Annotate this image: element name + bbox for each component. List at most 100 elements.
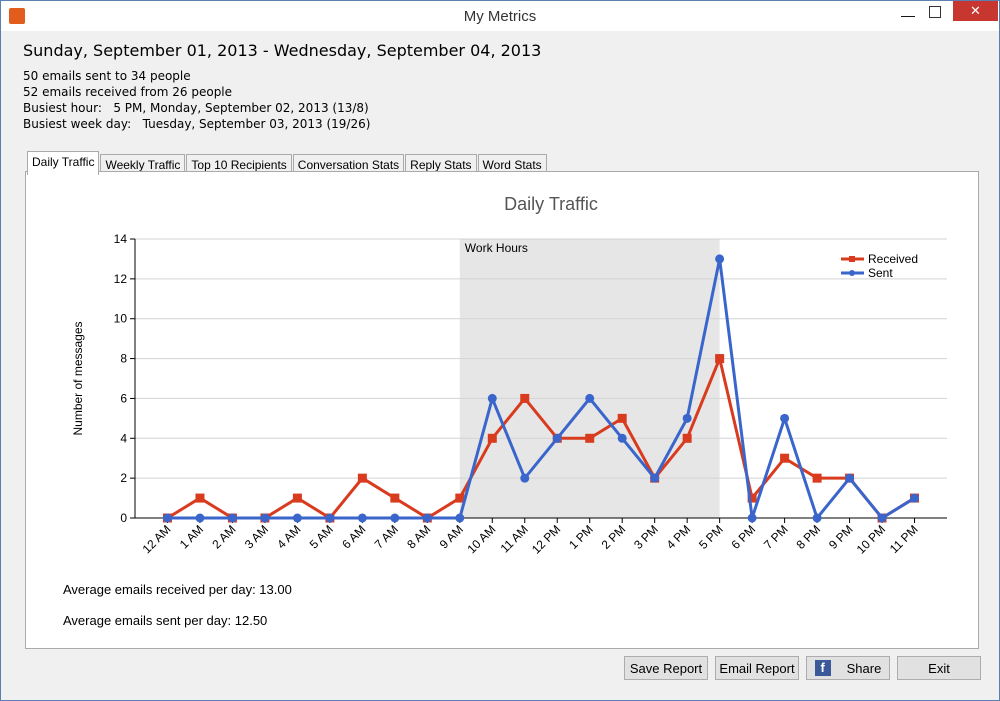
- work-hours-band: [459, 239, 720, 518]
- series-line: [166, 353, 916, 520]
- tab-strip: Daily Traffic Weekly Traffic Top 10 Recipi…: [27, 151, 548, 175]
- tab[interactable]: Weekly Traffic: [100, 154, 186, 175]
- exit-button[interactable]: Exit: [897, 656, 981, 680]
- x-tick-label: 9 AM: [437, 522, 466, 551]
- x-tick-label: 6 PM: [729, 522, 759, 552]
- point: [325, 513, 335, 523]
- stat-line: Busiest week day: Tuesday, September 03,…: [23, 117, 371, 131]
- y-tick-label: 2: [120, 471, 127, 485]
- email-report-button[interactable]: Email Report: [715, 656, 799, 680]
- point: [780, 453, 790, 463]
- point: [617, 413, 627, 423]
- x-tick-label: 1 PM: [566, 522, 596, 552]
- x-tick-label: 2 PM: [599, 522, 629, 552]
- x-tick-label: 9 PM: [826, 522, 856, 552]
- x-tick-label: 11 AM: [498, 522, 531, 555]
- x-tick-label: 1 AM: [177, 522, 206, 551]
- point: [292, 513, 302, 523]
- share-label: Share: [846, 660, 882, 676]
- app-icon: [9, 8, 25, 24]
- point: [520, 393, 530, 403]
- point: [195, 513, 205, 523]
- point: [552, 433, 562, 443]
- chart-title: Daily Traffic: [504, 194, 598, 214]
- point: [682, 413, 692, 423]
- point: [422, 513, 432, 523]
- y-tick-label: 10: [114, 312, 128, 326]
- tab[interactable]: Conversation Stats: [292, 154, 405, 175]
- tab[interactable]: Reply Stats: [405, 154, 477, 175]
- stat-line: 52 emails received from 26 people: [23, 85, 233, 99]
- point: [195, 493, 205, 503]
- title-bar: My Metrics — ✕: [1, 1, 999, 31]
- point: [390, 513, 400, 523]
- x-tick-label: 4 AM: [274, 522, 303, 551]
- facebook-icon: f: [814, 660, 831, 676]
- point: [650, 473, 660, 483]
- x-tick-label: 10 AM: [464, 522, 498, 556]
- series-line: [167, 258, 916, 522]
- point: [715, 354, 725, 364]
- x-tick-label: 4 PM: [664, 522, 694, 552]
- x-tick-label: 5 PM: [696, 522, 726, 552]
- chart: Daily Traffic Number of messages Work Hour…: [71, 194, 947, 557]
- point: [877, 513, 887, 523]
- x-tick-label: 7 AM: [372, 522, 401, 551]
- y-axis-label: Number of messages: [71, 321, 85, 435]
- save-report-button[interactable]: Save Report: [624, 656, 708, 680]
- y-tick-label: 6: [120, 391, 127, 405]
- tab[interactable]: Top 10 Recipients: [186, 154, 292, 175]
- point: [747, 513, 757, 523]
- x-tick-label: 3 AM: [242, 522, 271, 551]
- point: [292, 493, 302, 503]
- point: [715, 254, 725, 264]
- x-tick-label: 7 PM: [761, 522, 791, 552]
- legend-marker: [849, 256, 855, 262]
- x-tick-label: 10 PM: [854, 522, 888, 556]
- legend-label: Sent: [868, 266, 893, 280]
- x-tick-label: 3 PM: [631, 522, 661, 552]
- x-tick-label: 2 AM: [209, 522, 238, 551]
- legend-label: Received: [868, 252, 918, 266]
- close-button[interactable]: ✕: [953, 1, 998, 21]
- point: [487, 393, 497, 403]
- y-tick-label: 14: [114, 232, 128, 246]
- point: [617, 433, 627, 443]
- minimize-button[interactable]: —: [901, 7, 915, 23]
- tab[interactable]: Daily Traffic: [27, 151, 100, 175]
- x-tick-label: 11 PM: [887, 522, 921, 556]
- point: [487, 433, 497, 443]
- avg-received: Average emails received per day: 13.00: [63, 582, 292, 597]
- point: [260, 513, 270, 523]
- point: [585, 393, 595, 403]
- point: [682, 433, 692, 443]
- band-label: Work Hours: [465, 241, 528, 255]
- share-button[interactable]: f Share: [806, 656, 890, 680]
- x-tick-label: 6 AM: [339, 522, 368, 551]
- y-tick-label: 4: [120, 431, 127, 445]
- point: [845, 473, 855, 483]
- window-title: My Metrics: [463, 8, 537, 25]
- x-tick-label: 8 PM: [793, 522, 823, 552]
- point: [780, 413, 790, 423]
- x-tick-label: 8 AM: [404, 522, 433, 551]
- x-tick-label: 12 PM: [529, 522, 563, 556]
- point: [812, 513, 822, 523]
- point: [162, 513, 172, 523]
- point: [357, 513, 367, 523]
- point: [520, 473, 530, 483]
- point: [357, 473, 367, 483]
- point: [390, 493, 400, 503]
- point: [585, 433, 595, 443]
- point: [227, 513, 237, 523]
- x-tick-label: 5 AM: [307, 522, 336, 551]
- stat-line: Busiest hour: 5 PM, Monday, September 02…: [23, 101, 369, 115]
- stat-line: 50 emails sent to 34 people: [23, 69, 191, 83]
- point: [910, 493, 920, 503]
- date-range: Sunday, September 01, 2013 - Wednesday, …: [23, 41, 542, 60]
- tab[interactable]: Word Stats: [477, 154, 547, 175]
- maximize-button[interactable]: [929, 6, 941, 18]
- y-tick-label: 0: [120, 511, 127, 525]
- point: [812, 473, 822, 483]
